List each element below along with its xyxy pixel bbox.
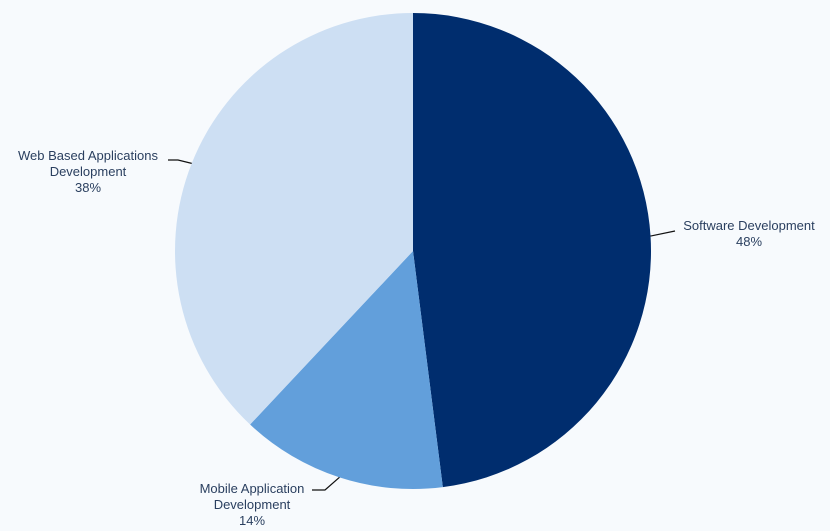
leader-line	[168, 159, 192, 164]
value-label: 14%	[238, 513, 266, 528]
leader-line	[312, 476, 340, 491]
category-label: Software Development	[683, 218, 815, 233]
pie-slice	[413, 13, 652, 488]
category-label: Mobile Application Development	[199, 481, 305, 512]
value-label: 48%	[735, 234, 763, 249]
slice-label: Web Based Applications Development 38%	[6, 148, 171, 196]
leader-line	[650, 230, 676, 237]
slice-label: Mobile Application Development 14%	[190, 481, 315, 529]
pie-slice	[250, 251, 443, 489]
slice-label: Software Development 48%	[664, 218, 830, 250]
pie-slice	[174, 13, 413, 425]
value-label: 38%	[74, 180, 102, 195]
category-label: Web Based Applications Development	[18, 148, 158, 179]
